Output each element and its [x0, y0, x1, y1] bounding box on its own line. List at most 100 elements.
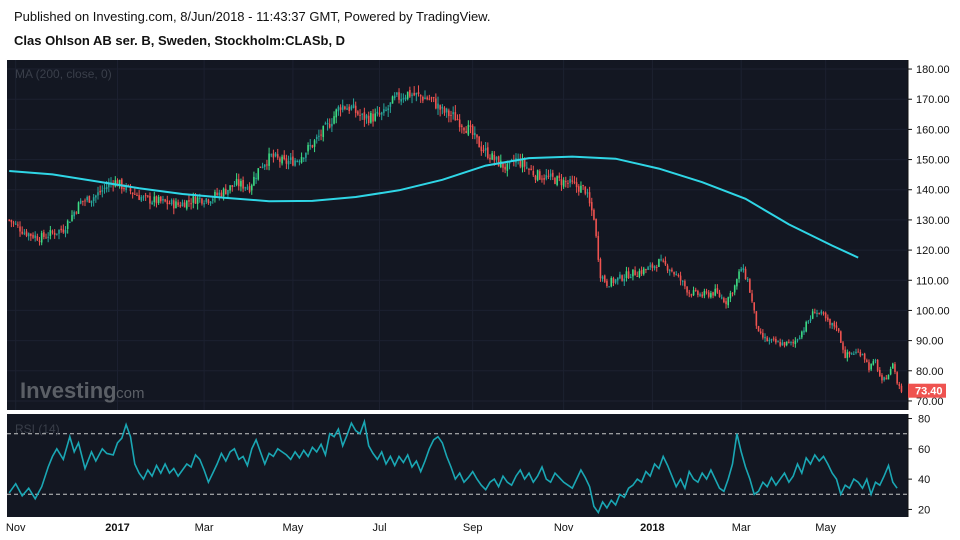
candle-body: [463, 127, 465, 131]
candle-body: [194, 196, 197, 204]
candle-body: [374, 113, 377, 121]
candle-body: [246, 187, 249, 189]
candle-body: [344, 106, 346, 109]
candle-body: [614, 279, 617, 283]
candle-body: [207, 199, 210, 203]
candle-body: [367, 115, 370, 123]
candle-body: [818, 312, 820, 314]
candle-body: [363, 112, 366, 120]
candle-body: [38, 240, 41, 243]
candle-body: [419, 95, 422, 97]
candle-body: [645, 269, 647, 271]
candle-body: [489, 157, 491, 160]
price-tick-label: 130.00: [916, 215, 950, 227]
candle-body: [214, 191, 216, 199]
candle-body: [88, 195, 91, 203]
candle-body: [380, 112, 383, 115]
candle-body: [690, 294, 693, 296]
candle-body: [586, 192, 589, 194]
candle-body: [751, 293, 753, 302]
candle-body: [424, 97, 426, 100]
price-tick-label: 110.00: [916, 275, 949, 287]
candle-body: [131, 192, 134, 195]
candle-body: [564, 181, 567, 183]
candle-body: [658, 259, 660, 267]
candle-body: [727, 297, 730, 306]
ma200-line: [9, 155, 859, 259]
candle-body: [482, 149, 485, 152]
candle-body: [298, 161, 301, 163]
candle-body: [192, 196, 195, 203]
candle-body: [279, 158, 281, 162]
candle-body: [129, 186, 132, 192]
candle-body: [844, 349, 846, 359]
candle-body: [625, 271, 628, 279]
candle-body: [274, 153, 277, 157]
candle-body: [166, 200, 169, 205]
candle-body: [831, 323, 833, 326]
candle-body: [755, 311, 758, 326]
candle-body: [92, 197, 95, 201]
candle-body: [861, 354, 864, 356]
candle-body: [491, 153, 493, 160]
candle-body: [396, 92, 398, 95]
candle-body: [365, 115, 368, 119]
time-tick-label: Sep: [463, 522, 483, 534]
candle-body: [422, 96, 424, 101]
candle-body: [101, 190, 104, 192]
candle-body: [634, 270, 636, 276]
candle-body: [320, 134, 322, 136]
time-tick-label: 2017: [105, 522, 129, 534]
candle-body: [677, 274, 680, 276]
candle-body: [649, 265, 652, 267]
candle-body: [372, 113, 374, 122]
candle-body: [224, 188, 227, 195]
candle-body: [19, 226, 21, 232]
candle-body: [393, 95, 396, 99]
candle-body: [296, 161, 299, 163]
candle-body: [276, 154, 279, 158]
price-tick-label: 150.00: [916, 155, 950, 167]
candle-body: [731, 292, 734, 294]
candle-body: [469, 125, 472, 127]
candle-body: [25, 231, 28, 236]
candle-body: [250, 185, 253, 191]
candle-body: [266, 164, 268, 166]
candle-body: [391, 96, 394, 104]
candle-body: [820, 311, 823, 314]
candle-body: [567, 182, 569, 184]
candle-body: [692, 290, 695, 296]
candle-body: [352, 104, 355, 108]
candle-body: [205, 198, 208, 202]
time-tick-label: Nov: [554, 522, 574, 534]
candle-body: [521, 159, 524, 168]
candle-body: [621, 275, 623, 281]
rsi-tick-label: 60: [918, 444, 930, 456]
candle-body: [339, 107, 342, 110]
candle-body: [846, 352, 849, 358]
candle-body: [30, 233, 32, 236]
candle-body: [461, 125, 463, 128]
price-tick-label: 70.00: [916, 396, 944, 408]
candle-body: [710, 293, 712, 298]
candle-body: [237, 179, 240, 187]
candle-body: [809, 318, 812, 321]
candle-body: [248, 185, 251, 192]
candle-body: [671, 269, 673, 272]
candle-body: [17, 224, 19, 226]
candle-body: [775, 338, 777, 343]
candle-body: [889, 369, 892, 375]
candle-body: [450, 114, 452, 116]
time-axis: Nov 2017 Mar May Jul Sep Nov 2018 Mar May: [6, 522, 837, 534]
candle-body: [62, 229, 65, 233]
candle-body: [892, 363, 894, 369]
candle-body: [305, 152, 307, 158]
candle-body: [870, 363, 872, 370]
candle-body: [426, 97, 428, 100]
candle-body: [313, 140, 316, 147]
candle-body: [827, 317, 829, 320]
candle-body: [506, 163, 509, 171]
candle-body: [268, 153, 270, 166]
candle-body: [495, 156, 498, 160]
